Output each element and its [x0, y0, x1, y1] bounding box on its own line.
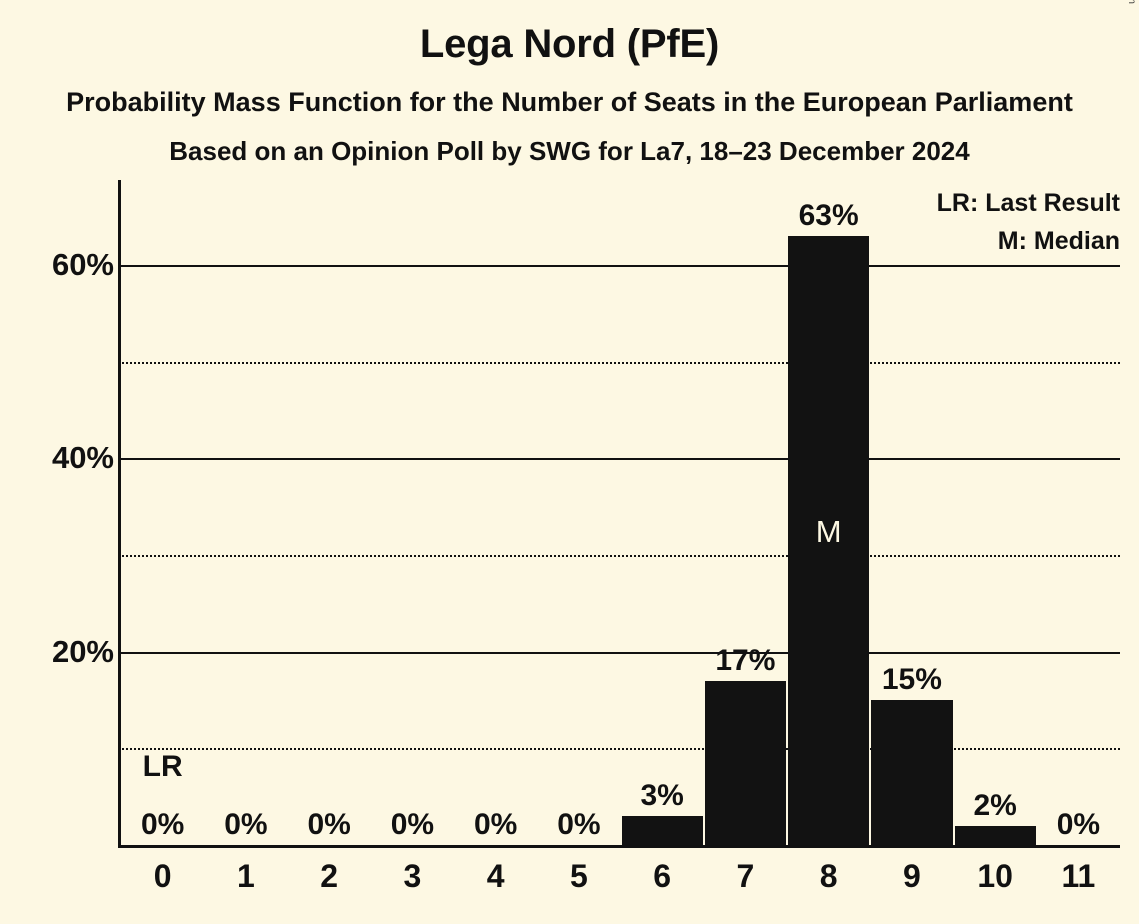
x-tick-label-0: 0 — [153, 858, 172, 894]
bar-value-label-5: 0% — [557, 808, 601, 841]
median-marker: M — [815, 513, 842, 549]
gridline-60 — [118, 265, 1120, 268]
chart-legend: LR: Last Result M: Median — [937, 184, 1120, 260]
legend-item-median: M: Median — [997, 227, 1120, 255]
bar-value-label-1: 0% — [224, 808, 268, 841]
y-tick-label: 20% — [51, 633, 114, 669]
gridline-40 — [118, 458, 1120, 461]
y-tick-label: 60% — [51, 247, 114, 283]
plot-area: 0% LR 0% 0% 0% 0% 0% 3% 17% 63% M 15% 2% 0% — [118, 180, 1120, 848]
bar-value-label-8: 63% — [798, 199, 859, 233]
gridline-50 — [118, 361, 1120, 364]
x-tick-label-4: 4 — [486, 858, 505, 894]
bar-value-label-10: 2% — [973, 788, 1017, 822]
chart-title: Lega Nord (PfE) — [419, 22, 720, 66]
chart-subtitle-secondary: Based on an Opinion Poll by SWG for La7,… — [169, 136, 970, 166]
copyright-notice: © 2025 Filip van Laenen — [1124, 0, 1138, 4]
last-result-marker: LR — [142, 750, 183, 784]
x-tick-label-8: 8 — [819, 858, 838, 894]
legend-item-last-result: LR: Last Result — [936, 189, 1120, 217]
bar-value-label-0: 0% — [140, 808, 185, 841]
bar-seat-9 — [871, 700, 953, 845]
gridline-20 — [118, 651, 1120, 654]
gridline-10 — [118, 748, 1120, 751]
x-axis-line — [118, 845, 1120, 848]
bar-seat-6 — [621, 816, 703, 845]
x-tick-label-10: 10 — [977, 858, 1013, 894]
bar-seat-7 — [704, 680, 786, 845]
x-tick-label-3: 3 — [403, 858, 422, 894]
x-tick-label-1: 1 — [236, 858, 255, 894]
bar-value-label-6: 3% — [640, 779, 684, 813]
bar-value-label-11: 0% — [1056, 808, 1101, 841]
bar-seat-8 — [788, 236, 870, 845]
chart-subtitle-primary: Probability Mass Function for the Number… — [66, 87, 1073, 117]
y-tick-label: 40% — [51, 440, 114, 476]
x-tick-label-7: 7 — [736, 858, 755, 894]
x-tick-label-9: 9 — [902, 858, 921, 894]
y-axis-line — [118, 180, 121, 848]
bar-value-label-9: 15% — [881, 663, 942, 697]
x-tick-label-5: 5 — [569, 858, 588, 894]
x-tick-label-11: 11 — [1061, 858, 1096, 894]
bar-seat-10 — [954, 825, 1036, 845]
bar-value-label-2: 0% — [307, 808, 351, 841]
bar-value-label-7: 17% — [715, 643, 776, 677]
bar-value-label-4: 0% — [473, 808, 518, 841]
bar-value-label-3: 0% — [390, 808, 435, 841]
x-tick-label-2: 2 — [320, 858, 339, 894]
gridline-30 — [118, 555, 1120, 558]
x-tick-label-6: 6 — [653, 858, 672, 894]
